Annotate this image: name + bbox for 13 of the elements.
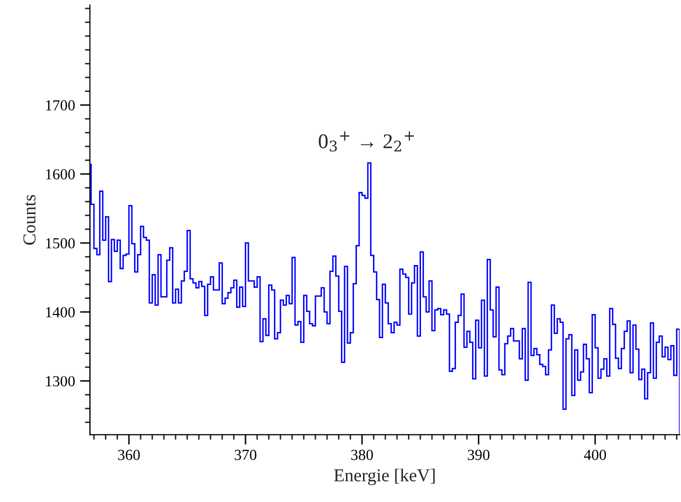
- annotation: 0$_{3}$$^{+}$ → 2$_{2}$$^{+}$: [318, 131, 414, 152]
- y-tick-label: 1700: [46, 100, 75, 110]
- x-tick-label: 400: [584, 450, 606, 460]
- x-tick-label: 390: [468, 450, 490, 460]
- x-tick-label: 370: [234, 450, 256, 460]
- x-tick-label: 380: [351, 450, 373, 460]
- y-axis-title: Counts: [23, 194, 36, 245]
- y-tick-label: 1400: [46, 307, 75, 318]
- y-tick-label: 1300: [46, 376, 75, 386]
- x-tick-label: 360: [118, 450, 140, 460]
- x-axis-title: Energie [keV]: [334, 468, 435, 486]
- y-tick-label: 1600: [46, 169, 75, 180]
- y-tick-label: 1500: [46, 238, 75, 248]
